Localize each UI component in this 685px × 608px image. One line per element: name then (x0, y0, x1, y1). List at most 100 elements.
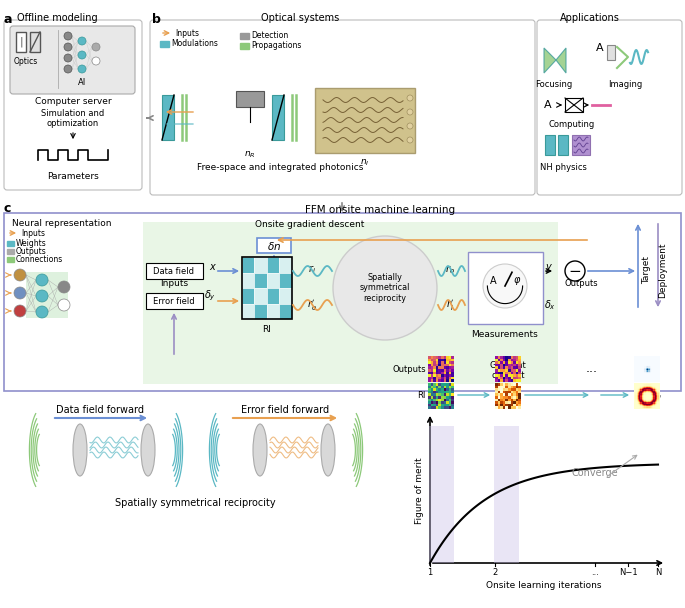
Circle shape (64, 32, 72, 40)
Circle shape (92, 43, 100, 51)
Bar (279, 272, 292, 288)
Text: Connections: Connections (16, 255, 63, 264)
Text: b: b (152, 13, 161, 26)
Text: $r_o'$: $r_o'$ (307, 299, 317, 313)
Bar (468, 252, 543, 324)
Text: Modulations: Modulations (171, 40, 218, 49)
Bar (279, 288, 292, 303)
Bar (160, 41, 169, 47)
Text: NH physics: NH physics (540, 163, 586, 172)
Text: Spatially
symmetrical
reciprocity: Spatially symmetrical reciprocity (360, 273, 410, 303)
Circle shape (407, 137, 413, 143)
Bar (429, 426, 454, 563)
Bar (565, 98, 583, 112)
Ellipse shape (253, 424, 267, 476)
Bar (545, 135, 555, 155)
Bar (558, 135, 568, 155)
Circle shape (64, 43, 72, 51)
Text: RI: RI (262, 325, 271, 334)
Bar (607, 45, 615, 60)
Text: y: y (545, 262, 551, 272)
Text: Target: Target (643, 256, 651, 284)
Polygon shape (544, 48, 556, 73)
Text: Data field forward: Data field forward (56, 405, 144, 415)
FancyBboxPatch shape (537, 20, 682, 195)
Bar (7, 257, 14, 262)
Text: Converge: Converge (572, 468, 619, 478)
Bar (26, 272, 68, 318)
Text: Offline modeling: Offline modeling (17, 13, 98, 23)
Bar (236, 91, 264, 107)
Polygon shape (556, 48, 566, 73)
Text: $r_o$: $r_o$ (445, 264, 455, 277)
Text: FFM onsite machine learning: FFM onsite machine learning (305, 205, 455, 215)
Bar (30, 32, 40, 52)
Circle shape (64, 65, 72, 73)
Bar (146, 263, 203, 279)
Text: Spatially symmetrical reciprocity: Spatially symmetrical reciprocity (114, 498, 275, 508)
FancyBboxPatch shape (150, 20, 535, 195)
Bar (242, 272, 255, 288)
Text: Parameters: Parameters (47, 172, 99, 181)
Text: $r_i'$: $r_i'$ (446, 299, 454, 313)
Text: $n_I$: $n_I$ (360, 158, 370, 168)
Bar (279, 257, 292, 272)
Text: Outputs: Outputs (565, 280, 599, 289)
Text: Error field forward: Error field forward (241, 405, 329, 415)
Text: Onsite learning iterations: Onsite learning iterations (486, 581, 601, 590)
Circle shape (483, 264, 527, 308)
Circle shape (407, 123, 413, 129)
Text: Inputs: Inputs (21, 229, 45, 238)
Text: Neural representation: Neural representation (12, 219, 112, 228)
Text: $\varphi$: $\varphi$ (513, 275, 521, 287)
Circle shape (36, 290, 48, 302)
Bar (267, 288, 279, 303)
Text: Optical systems: Optical systems (261, 13, 339, 23)
Text: Figure of merit: Figure of merit (416, 457, 425, 524)
Text: RI: RI (418, 392, 426, 401)
Bar (242, 257, 292, 319)
Bar (494, 426, 519, 563)
Text: ...: ... (591, 568, 599, 577)
Text: A: A (544, 100, 552, 110)
Text: Computing: Computing (549, 120, 595, 129)
Bar (242, 303, 255, 319)
Bar (242, 288, 255, 303)
Bar (240, 33, 249, 39)
Circle shape (78, 51, 86, 59)
Bar (267, 303, 279, 319)
Text: Gradient
descent: Gradient descent (490, 361, 526, 381)
Text: Simulation and
optimization: Simulation and optimization (41, 109, 105, 128)
Text: A: A (490, 276, 497, 286)
Text: Outputs: Outputs (393, 365, 426, 373)
Circle shape (333, 236, 437, 340)
Ellipse shape (73, 424, 87, 476)
FancyBboxPatch shape (10, 26, 135, 94)
Text: $n_R$: $n_R$ (245, 150, 256, 161)
Circle shape (58, 281, 70, 293)
Text: Detection: Detection (251, 32, 288, 41)
Circle shape (78, 37, 86, 45)
Text: $\delta_x$: $\delta_x$ (544, 298, 556, 312)
Text: ...: ... (586, 362, 598, 376)
Text: Onsite gradient descent: Onsite gradient descent (256, 220, 364, 229)
Circle shape (36, 274, 48, 286)
Bar (272, 95, 284, 140)
Circle shape (92, 57, 100, 65)
Bar (255, 257, 267, 272)
Text: Computer server: Computer server (35, 97, 111, 106)
Bar (255, 272, 267, 288)
Text: Inputs: Inputs (160, 280, 188, 289)
Text: Imaging: Imaging (608, 80, 642, 89)
Bar (146, 293, 203, 309)
Bar (4, 213, 681, 391)
Text: AI: AI (78, 78, 86, 87)
Circle shape (565, 261, 585, 281)
Circle shape (64, 54, 72, 62)
Text: Error field: Error field (153, 297, 195, 305)
Bar (7, 249, 14, 254)
Text: x: x (209, 262, 215, 272)
Circle shape (14, 287, 26, 299)
Text: Inputs: Inputs (175, 29, 199, 38)
Text: Data field: Data field (153, 266, 195, 275)
